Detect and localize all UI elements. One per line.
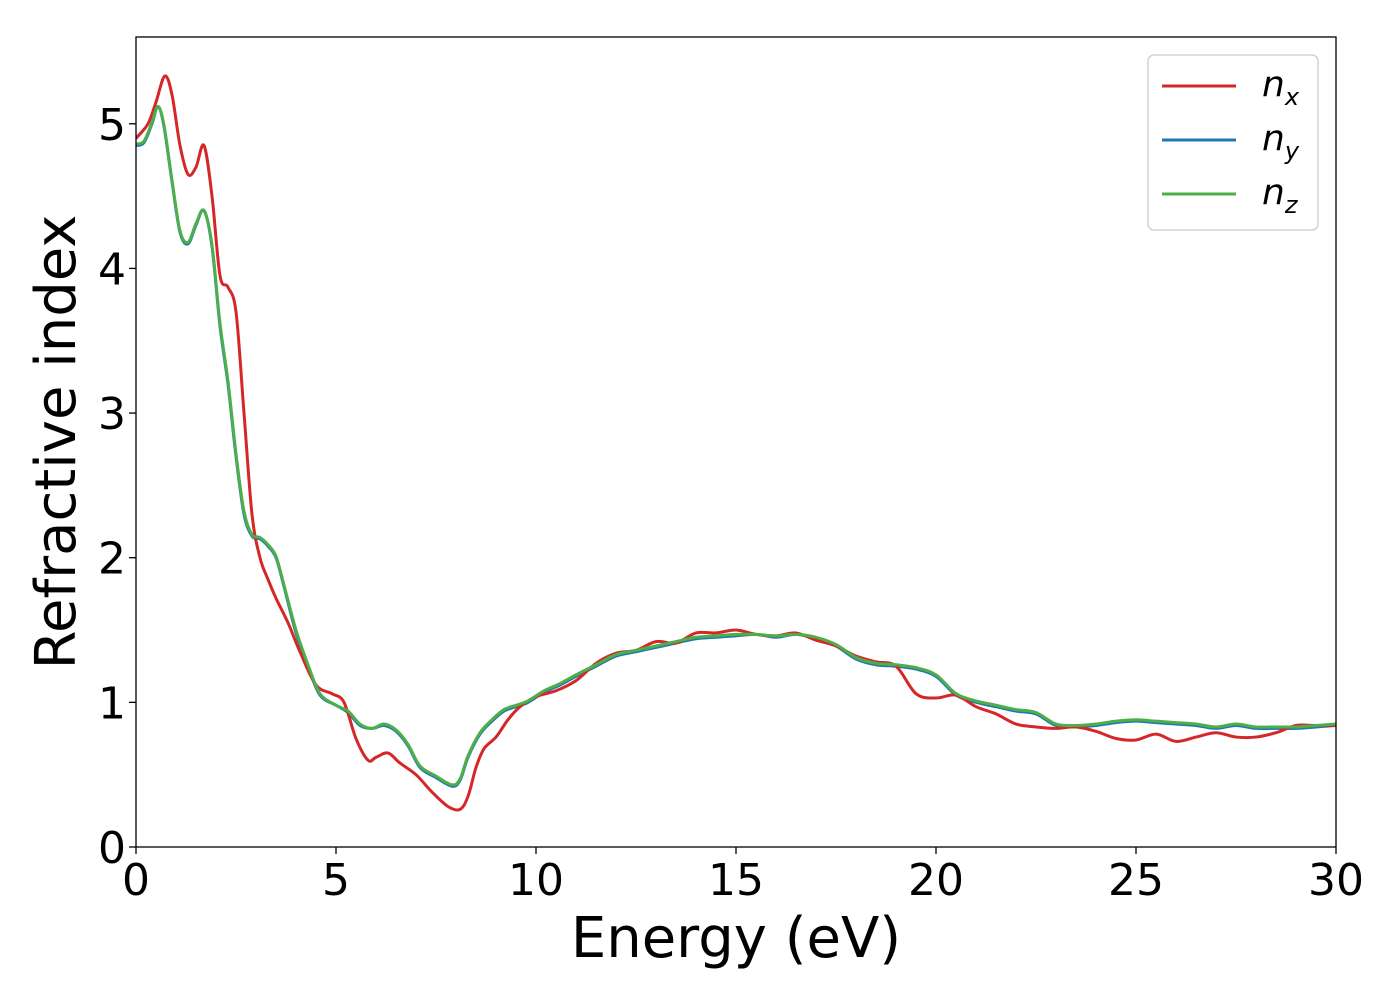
x-axis-title: Energy (eV) bbox=[571, 906, 901, 971]
y-tick-label: 2 bbox=[98, 534, 126, 585]
y-tick-label: 5 bbox=[98, 100, 126, 151]
y-axis: 0 1 2 3 4 5 bbox=[98, 100, 136, 874]
legend-label-ny: ny bbox=[1262, 118, 1300, 165]
x-tick-label: 20 bbox=[908, 855, 964, 906]
series-layer bbox=[136, 74, 1336, 812]
x-tick-label: 30 bbox=[1308, 855, 1364, 906]
x-axis: 0 5 10 15 20 25 30 bbox=[122, 847, 1364, 906]
x-tick-label: 10 bbox=[508, 855, 564, 906]
y-tick-label: 0 bbox=[98, 823, 126, 874]
legend-box bbox=[1147, 54, 1319, 231]
x-tick-label: 0 bbox=[122, 855, 150, 906]
y-tick-label: 4 bbox=[98, 244, 126, 295]
legend: nx ny nz bbox=[1147, 54, 1319, 231]
y-axis-title: Refractive index bbox=[24, 215, 89, 670]
series-line-nz bbox=[136, 104, 1336, 787]
x-tick-label: 5 bbox=[322, 855, 350, 906]
y-tick-label: 3 bbox=[98, 389, 126, 440]
y-tick-label: 1 bbox=[98, 678, 126, 729]
x-tick-label: 15 bbox=[708, 855, 764, 906]
x-tick-label: 25 bbox=[1108, 855, 1164, 906]
legend-label-nz: nz bbox=[1262, 172, 1299, 219]
legend-label-nx: nx bbox=[1262, 64, 1300, 111]
